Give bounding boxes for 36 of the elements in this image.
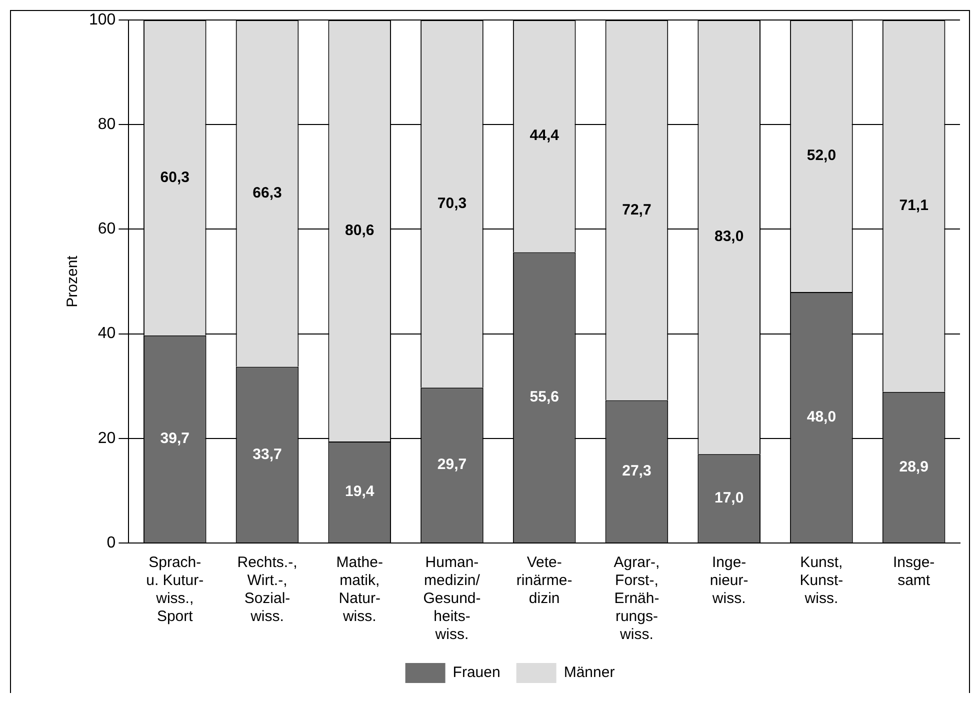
- data-label: 80,6: [345, 222, 374, 239]
- data-label: 83,0: [714, 228, 744, 246]
- y-tick-label: 100: [88, 11, 116, 28]
- data-label: 28,9: [899, 458, 928, 476]
- x-tick-label: Inge- nieur- wiss.: [710, 554, 748, 608]
- data-label: 52,0: [806, 147, 836, 164]
- data-label: 72,7: [622, 201, 652, 218]
- x-tick-label: Vete- rinärme- dizin: [516, 554, 572, 608]
- x-tick-label: Mathe- matik, Natur- wiss.: [336, 554, 383, 626]
- data-label: 71,1: [899, 197, 928, 214]
- x-tick-label: Agrar-, Forst-, Ernäh- rungs- wiss.: [614, 554, 660, 644]
- x-tick-label: Insge- samt: [892, 554, 935, 590]
- y-tick-label: 40: [98, 325, 116, 342]
- y-tick-label: 20: [98, 430, 116, 447]
- y-tick-label: 60: [98, 220, 116, 238]
- data-label: 48,0: [806, 408, 836, 426]
- data-label: 27,3: [622, 462, 652, 480]
- data-label: 17,0: [714, 489, 744, 506]
- y-axis-title: Prozent: [64, 254, 82, 308]
- x-tick-label: Sprach- u. Kutur- wiss., Sport: [146, 554, 204, 626]
- data-label: 60,3: [160, 168, 190, 186]
- legend-label: Frauen: [452, 664, 500, 682]
- data-label: 39,7: [160, 430, 190, 448]
- data-label: 70,3: [437, 194, 467, 212]
- data-label: 66,3: [252, 184, 282, 202]
- legend-label: Männer: [564, 664, 615, 682]
- y-tick-label: 80: [98, 116, 116, 134]
- x-tick-label: Kunst, Kunst- wiss.: [800, 554, 844, 608]
- data-label: 19,4: [345, 483, 375, 500]
- y-tick-label: 0: [106, 534, 116, 552]
- x-tick-label: Human- medizin/ Gesund- heits- wiss.: [423, 554, 481, 644]
- data-label: 29,7: [437, 456, 467, 474]
- data-label: 33,7: [252, 446, 282, 463]
- x-tick-label: Rechts.-, Wirt.-, Sozial- wiss.: [237, 554, 298, 626]
- data-label: 55,6: [530, 388, 559, 406]
- data-label: 44,4: [530, 127, 560, 144]
